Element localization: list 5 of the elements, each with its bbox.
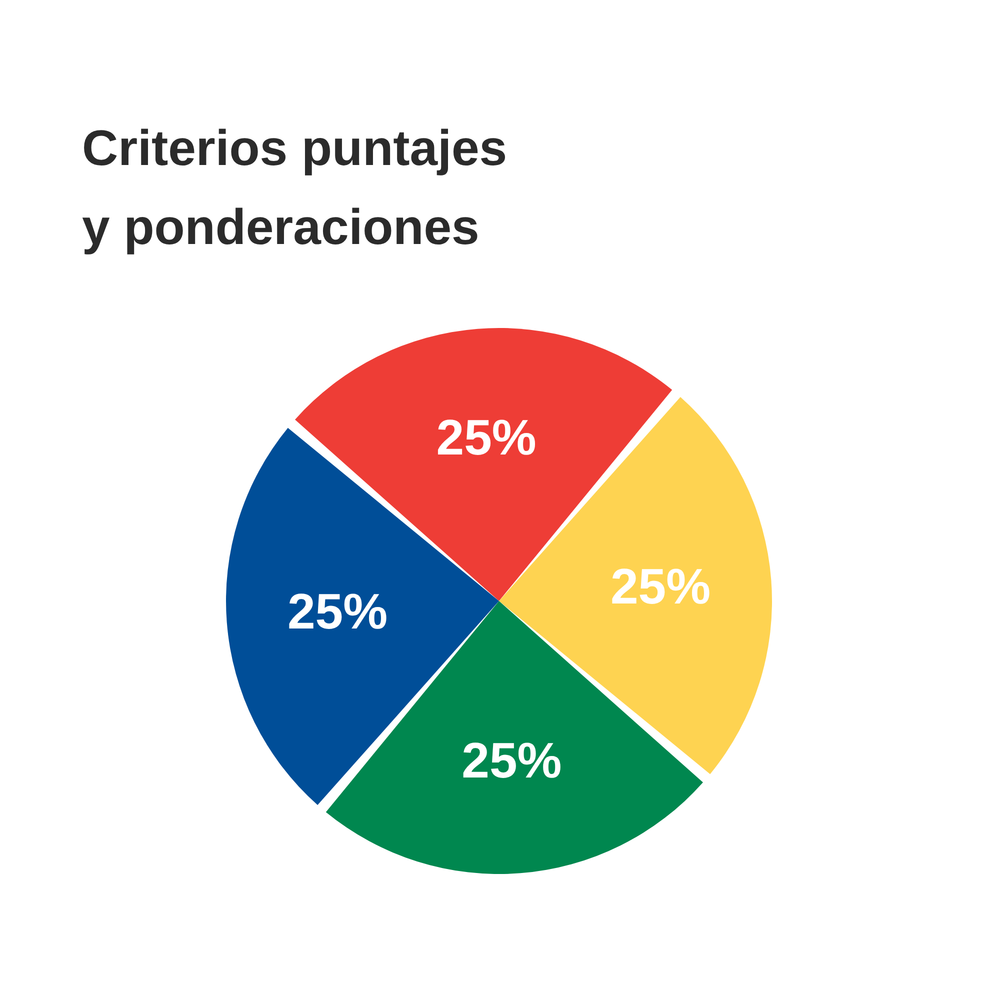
data-label: 25% — [462, 732, 562, 788]
chart-title: Criterios puntajes y ponderaciones — [82, 120, 508, 255]
data-label: 25% — [610, 558, 711, 614]
data-label: 25% — [287, 584, 388, 640]
data-label: 25% — [436, 410, 536, 466]
